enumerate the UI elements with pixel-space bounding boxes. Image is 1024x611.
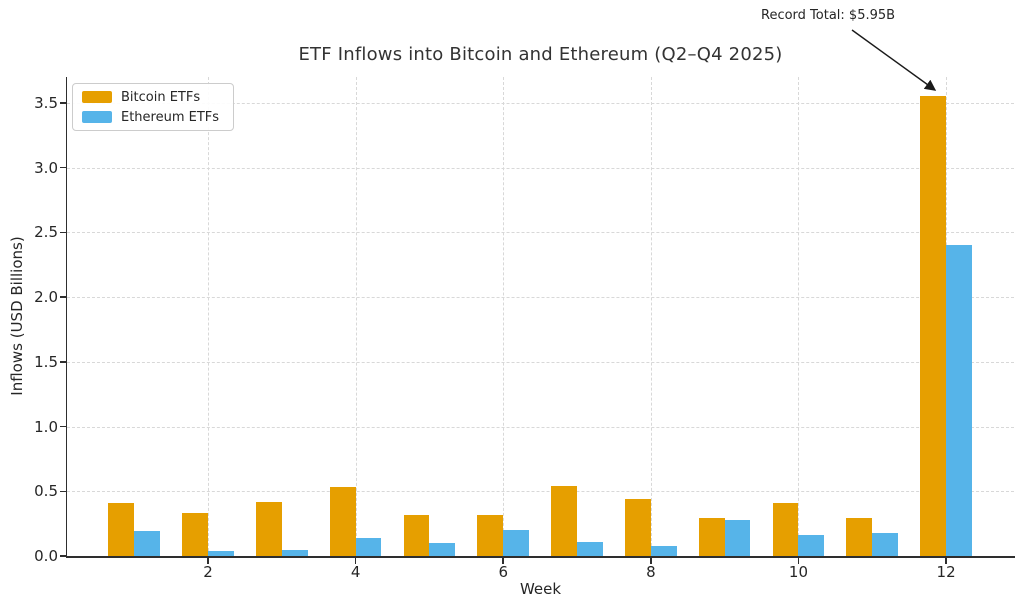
y-gridline [67, 167, 1014, 169]
legend: Bitcoin ETFs Ethereum ETFs [72, 83, 234, 131]
x-tick-label: 6 [498, 563, 508, 581]
x-gridline [798, 77, 800, 556]
bar-bitcoin-etfs-week-6 [477, 514, 504, 556]
y-gridline [67, 297, 1014, 299]
legend-swatch-ethereum-etfs [82, 111, 112, 123]
bar-ethereum-etfs-week-6 [503, 530, 530, 556]
bar-ethereum-etfs-week-9 [724, 519, 751, 556]
bar-bitcoin-etfs-week-3 [255, 501, 282, 556]
y-tick-mark [60, 361, 66, 363]
x-tick-label: 12 [936, 563, 956, 581]
bar-bitcoin-etfs-week-7 [551, 486, 578, 556]
y-gridline [67, 232, 1014, 234]
bar-bitcoin-etfs-week-10 [772, 502, 799, 556]
x-tick-mark [354, 557, 357, 564]
y-tick-mark [60, 555, 66, 557]
bar-ethereum-etfs-week-5 [429, 543, 456, 556]
y-tick-label: 1.5 [34, 352, 58, 371]
legend-item-bitcoin-etfs: Bitcoin ETFs [73, 90, 233, 105]
bar-ethereum-etfs-week-12 [946, 245, 972, 556]
y-tick-label: 3.5 [34, 93, 58, 112]
x-gridline [650, 77, 652, 556]
legend-label-bitcoin-etfs: Bitcoin ETFs [121, 89, 201, 105]
legend-swatch-bitcoin-etfs [82, 91, 112, 103]
x-tick-mark [650, 557, 652, 564]
chart-title: ETF Inflows into Bitcoin and Ethereum (Q… [298, 44, 783, 65]
bar-bitcoin-etfs-week-5 [403, 514, 430, 556]
y-tick-mark [60, 425, 66, 428]
x-gridline [207, 77, 209, 556]
x-tick-label: 8 [646, 563, 656, 581]
y-axis-spine [65, 77, 68, 557]
y-gridline [67, 491, 1014, 493]
y-tick-mark [60, 102, 66, 104]
bar-bitcoin-etfs-week-8 [625, 499, 651, 556]
y-tick-label: 2.0 [34, 288, 58, 307]
y-tick-label: 3.0 [34, 158, 58, 177]
bar-ethereum-etfs-week-7 [577, 541, 603, 556]
y-tick-label: 1.0 [34, 417, 58, 436]
x-tick-mark [502, 557, 504, 564]
x-axis-label: Week [519, 580, 562, 598]
y-tick-label: 2.5 [34, 223, 58, 242]
bar-ethereum-etfs-week-3 [281, 549, 308, 556]
bar-bitcoin-etfs-week-1 [108, 502, 135, 556]
bar-bitcoin-etfs-week-2 [182, 513, 208, 556]
x-tick-mark [945, 557, 947, 564]
bar-ethereum-etfs-week-11 [872, 532, 899, 556]
x-axis-spine [65, 555, 1015, 558]
annotation-record-total: Record Total: $5.95B [761, 8, 896, 23]
bar-bitcoin-etfs-week-9 [698, 518, 725, 556]
bar-ethereum-etfs-week-1 [134, 531, 160, 556]
x-gridline [503, 77, 505, 556]
bar-ethereum-etfs-week-2 [207, 550, 234, 556]
x-gridline [355, 77, 357, 556]
x-tick-label: 2 [203, 563, 213, 581]
y-tick-mark [60, 231, 66, 234]
bar-ethereum-etfs-week-8 [650, 545, 677, 556]
y-gridline [67, 361, 1014, 363]
bar-ethereum-etfs-week-4 [355, 537, 382, 556]
bar-bitcoin-etfs-week-11 [846, 518, 873, 556]
x-tick-mark [797, 557, 800, 564]
bar-ethereum-etfs-week-10 [798, 535, 825, 556]
legend-item-ethereum-etfs: Ethereum ETFs [73, 110, 233, 125]
y-gridline [67, 102, 1014, 104]
bar-bitcoin-etfs-week-12 [920, 96, 947, 556]
y-tick-mark [60, 296, 66, 298]
y-tick-mark [60, 490, 66, 493]
y-gridline [67, 426, 1014, 428]
y-tick-label: 0.5 [34, 482, 58, 501]
legend-label-ethereum-etfs: Ethereum ETFs [121, 109, 220, 125]
x-tick-mark [207, 557, 209, 564]
x-tick-label: 10 [788, 563, 809, 581]
y-tick-label: 0.0 [34, 547, 58, 565]
y-tick-mark [60, 166, 66, 169]
x-tick-label: 4 [350, 563, 361, 581]
bar-bitcoin-etfs-week-4 [329, 487, 356, 556]
